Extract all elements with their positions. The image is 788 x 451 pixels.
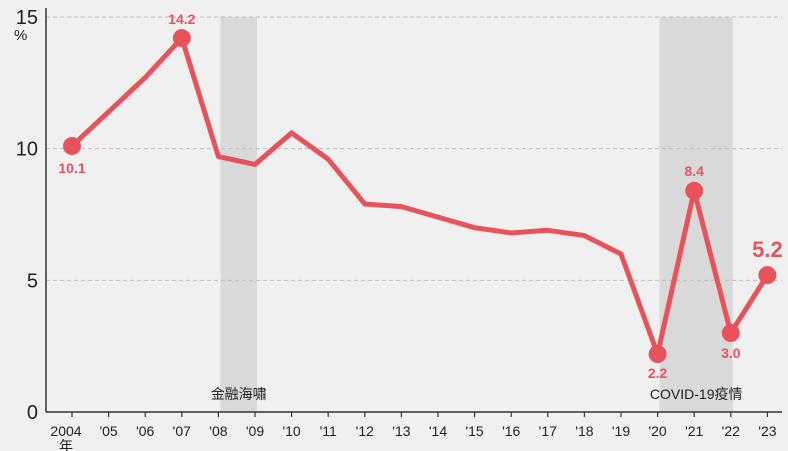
x-tick-1: '05 bbox=[99, 423, 117, 439]
data-label-19: 5.2 bbox=[752, 237, 783, 262]
axes bbox=[45, 8, 782, 413]
data-labels: 10.1 14.2 2.2 8.4 3.0 5.2 bbox=[58, 11, 782, 381]
x-tick-8: '12 bbox=[356, 423, 374, 439]
x-tick-10: '14 bbox=[429, 423, 447, 439]
x-tick-9: '13 bbox=[392, 423, 410, 439]
y-tick-0: 0 bbox=[27, 402, 38, 424]
x-tick-7: '11 bbox=[320, 423, 337, 439]
x-tick-16: '20 bbox=[648, 423, 666, 439]
data-point-0 bbox=[63, 137, 81, 156]
series-line bbox=[69, 35, 770, 357]
x-tick-0: 2004 bbox=[50, 423, 81, 439]
x-tick-labels: 2004 '05 '06 '07 '08 '09 '10 '11 '12 '13 '14 '15 '16… bbox=[50, 412, 777, 451]
x-tick-17: '21 bbox=[685, 423, 703, 439]
data-point-17 bbox=[685, 181, 704, 200]
data-label-16: 2.2 bbox=[648, 365, 668, 381]
x-tick-2: '06 bbox=[136, 423, 154, 439]
x-tick-suffix: 年 bbox=[59, 438, 73, 451]
x-tick-4: '08 bbox=[209, 423, 227, 439]
data-point-19 bbox=[758, 266, 777, 285]
data-point-18 bbox=[721, 324, 740, 342]
x-tick-18: '22 bbox=[722, 423, 740, 439]
series bbox=[63, 29, 777, 364]
x-tick-19: '23 bbox=[758, 423, 776, 439]
data-point-3 bbox=[172, 29, 191, 48]
x-tick-15: '19 bbox=[612, 423, 630, 439]
data-point-16 bbox=[648, 345, 667, 364]
y-unit-label: % bbox=[14, 27, 27, 44]
y-tick-15: 15 bbox=[16, 7, 38, 29]
data-label-3: 14.2 bbox=[168, 11, 195, 27]
x-tick-14: '18 bbox=[575, 423, 593, 439]
shaded-period-1 bbox=[659, 17, 733, 412]
shaded-period-label-0: 金融海嘯 bbox=[211, 386, 267, 402]
period-annotations: 金融海嘯 COVID-19疫情 bbox=[211, 386, 743, 402]
x-tick-3: '07 bbox=[173, 423, 191, 439]
shaded-period-label-1: COVID-19疫情 bbox=[650, 386, 743, 402]
x-tick-11: '15 bbox=[465, 423, 483, 439]
data-label-0: 10.1 bbox=[58, 160, 85, 176]
x-tick-12: '16 bbox=[502, 423, 520, 439]
x-tick-13: '17 bbox=[539, 423, 557, 439]
y-tick-5: 5 bbox=[27, 270, 38, 292]
x-tick-5: '09 bbox=[246, 423, 264, 439]
shaded-periods bbox=[220, 17, 733, 412]
gridlines bbox=[46, 16, 782, 281]
shaded-period-0 bbox=[220, 17, 257, 412]
data-label-18: 3.0 bbox=[721, 345, 741, 361]
y-tick-labels: 0 5 10 15 bbox=[16, 7, 38, 424]
x-tick-6: '10 bbox=[282, 423, 300, 439]
data-label-17: 8.4 bbox=[684, 163, 704, 179]
y-tick-10: 10 bbox=[16, 139, 38, 161]
